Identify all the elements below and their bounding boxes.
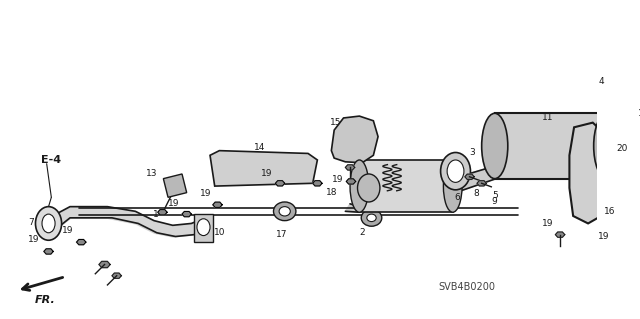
Ellipse shape	[273, 202, 296, 221]
Polygon shape	[611, 153, 621, 158]
Ellipse shape	[482, 113, 508, 179]
Polygon shape	[99, 261, 110, 268]
Ellipse shape	[440, 152, 470, 190]
Polygon shape	[210, 151, 317, 186]
Text: 13: 13	[145, 169, 157, 178]
Text: 7: 7	[28, 218, 34, 227]
Text: 14: 14	[254, 143, 265, 152]
Text: 16: 16	[604, 207, 615, 216]
Ellipse shape	[616, 100, 635, 126]
Text: 6: 6	[454, 193, 460, 202]
Ellipse shape	[609, 93, 640, 134]
Text: 9: 9	[492, 197, 498, 206]
Polygon shape	[213, 202, 222, 207]
Polygon shape	[570, 122, 607, 223]
Text: 19: 19	[332, 175, 344, 184]
Text: 2: 2	[360, 228, 365, 237]
Ellipse shape	[447, 160, 464, 182]
Text: 19: 19	[168, 199, 179, 208]
Polygon shape	[112, 273, 122, 278]
Text: 19: 19	[598, 232, 610, 241]
Polygon shape	[182, 211, 191, 217]
Polygon shape	[465, 174, 474, 179]
Polygon shape	[313, 181, 322, 186]
Text: 19: 19	[542, 219, 554, 228]
Polygon shape	[556, 232, 564, 237]
Ellipse shape	[350, 160, 369, 212]
Text: SVB4B0200: SVB4B0200	[439, 282, 496, 292]
Text: 3: 3	[470, 148, 476, 157]
Ellipse shape	[361, 210, 382, 226]
Text: 8: 8	[473, 189, 479, 198]
Ellipse shape	[42, 214, 55, 233]
Text: 17: 17	[276, 230, 287, 239]
Ellipse shape	[197, 219, 210, 235]
Polygon shape	[477, 181, 486, 186]
Text: 1: 1	[153, 210, 159, 219]
Ellipse shape	[279, 207, 291, 216]
Ellipse shape	[358, 174, 380, 202]
Text: 20: 20	[616, 144, 627, 153]
Text: 18: 18	[326, 188, 337, 197]
Polygon shape	[275, 181, 285, 186]
Polygon shape	[607, 90, 616, 95]
Polygon shape	[346, 204, 360, 212]
Polygon shape	[44, 249, 53, 254]
Text: E-4: E-4	[41, 155, 61, 165]
Text: 11: 11	[542, 113, 554, 122]
Ellipse shape	[594, 113, 620, 179]
Text: 10: 10	[214, 228, 225, 237]
Text: 5: 5	[492, 191, 498, 200]
Text: FR.: FR.	[35, 295, 55, 305]
Polygon shape	[163, 174, 187, 197]
Polygon shape	[452, 162, 513, 194]
Text: 19: 19	[28, 235, 39, 244]
Ellipse shape	[444, 160, 462, 212]
Polygon shape	[157, 210, 167, 215]
Bar	[495, 113, 607, 179]
Text: 15: 15	[330, 118, 342, 127]
Polygon shape	[346, 165, 355, 170]
Text: 19: 19	[261, 168, 273, 178]
Ellipse shape	[367, 214, 376, 222]
Ellipse shape	[35, 207, 61, 240]
Text: 19: 19	[61, 226, 73, 235]
Text: 19: 19	[200, 189, 211, 198]
Text: 4: 4	[598, 77, 604, 86]
Polygon shape	[194, 214, 213, 242]
Text: 12: 12	[638, 109, 640, 118]
Polygon shape	[346, 179, 356, 184]
Polygon shape	[77, 240, 86, 245]
Polygon shape	[332, 116, 378, 163]
Bar	[360, 160, 452, 212]
